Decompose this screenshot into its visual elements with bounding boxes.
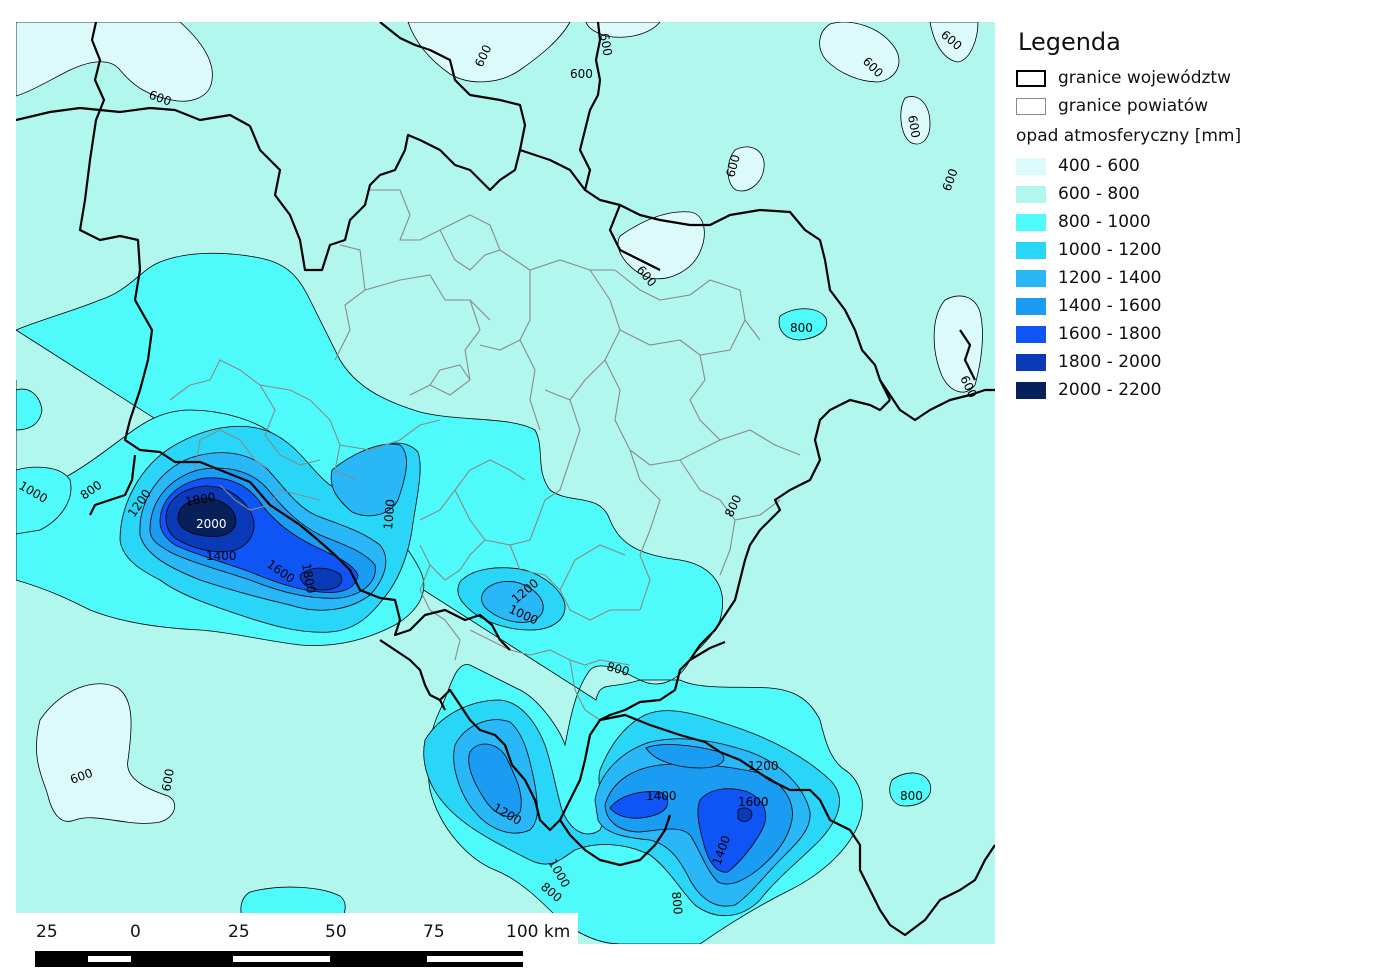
- legend-precip-heading: opad atmosferyczny [mm]: [1016, 126, 1242, 146]
- legend: Legenda granice województw granice powia…: [1016, 28, 1376, 404]
- contour-label: 800: [605, 659, 631, 678]
- contour-label: 1800: [299, 562, 318, 595]
- contour-label: 1000: [381, 499, 398, 531]
- legend-class-label: 800 - 1000: [1058, 212, 1151, 232]
- contour-label: 1600: [738, 795, 769, 809]
- voivodeship-border-swatch: [1016, 69, 1046, 87]
- precip-zone-400-600: [16, 22, 983, 824]
- contour-label: 800: [669, 891, 685, 915]
- legend-class-swatch: [1016, 325, 1046, 343]
- contour-label: 1200: [748, 759, 779, 773]
- contour-label: 1800: [184, 490, 217, 509]
- contour-label: 600: [723, 153, 742, 179]
- legend-class-swatch: [1016, 157, 1046, 175]
- county-borders: [169, 189, 801, 721]
- scale-tick-label: 25: [228, 922, 250, 942]
- county-border-swatch: [1016, 97, 1046, 115]
- legend-class-label: 600 - 800: [1058, 184, 1140, 204]
- legend-label: granice województw: [1058, 68, 1231, 88]
- legend-class-label: 1000 - 1200: [1058, 240, 1162, 260]
- legend-class-label: 1800 - 2000: [1058, 352, 1162, 372]
- voivodeship-borders: [16, 22, 995, 937]
- scale-bar-graphic: [35, 951, 523, 967]
- legend-class-label: 400 - 600: [1058, 156, 1140, 176]
- contour-label: 800: [790, 321, 813, 335]
- legend-class-label: 1600 - 1800: [1058, 324, 1162, 344]
- legend-class-label: 1400 - 1600: [1058, 296, 1162, 316]
- scale-bar: 25 0 25 50 75 100 km: [16, 913, 578, 973]
- legend-class-row: 400 - 600: [1016, 152, 1376, 180]
- legend-class-swatch: [1016, 297, 1046, 315]
- legend-label: granice powiatów: [1058, 96, 1209, 116]
- legend-class-swatch: [1016, 241, 1046, 259]
- legend-class-row: 1600 - 1800: [1016, 320, 1376, 348]
- contour-label: 600: [570, 67, 593, 81]
- scale-tick-label: 100 km: [506, 922, 571, 942]
- legend-class-row: 1200 - 1400: [1016, 264, 1376, 292]
- legend-class-swatch: [1016, 185, 1046, 203]
- legend-class-row: 800 - 1000: [1016, 208, 1376, 236]
- contour-label: 1400: [646, 789, 677, 803]
- contour-label: 600: [905, 114, 923, 139]
- legend-class-swatch: [1016, 213, 1046, 231]
- precip-zone-2000-2200: [177, 497, 237, 537]
- legend-class-row: 1800 - 2000: [1016, 348, 1376, 376]
- scale-tick-label: 25: [36, 922, 58, 942]
- legend-class-label: 1200 - 1400: [1058, 268, 1162, 288]
- contour-label: 1400: [206, 549, 237, 563]
- legend-class-label: 2000 - 2200: [1058, 380, 1162, 400]
- legend-classes: 400 - 600 600 - 800 800 - 1000 1000 - 1200 1…: [1016, 152, 1376, 404]
- contour-label: 600: [597, 32, 615, 57]
- legend-class-swatch: [1016, 381, 1046, 399]
- scale-tick-label: 75: [423, 922, 445, 942]
- legend-class-row: 1000 - 1200: [1016, 236, 1376, 264]
- contour-label: 2000: [196, 517, 227, 531]
- legend-class-swatch: [1016, 353, 1046, 371]
- legend-class-row: 600 - 800: [1016, 180, 1376, 208]
- legend-class-row: 2000 - 2200: [1016, 376, 1376, 404]
- legend-county-borders: granice powiatów: [1016, 92, 1376, 120]
- scale-tick-label: 50: [325, 922, 347, 942]
- legend-class-row: 1400 - 1600: [1016, 292, 1376, 320]
- contour-label: 800: [900, 789, 923, 803]
- legend-class-swatch: [1016, 269, 1046, 287]
- legend-title: Legenda: [1018, 28, 1121, 56]
- legend-voivodeship-borders: granice województw: [1016, 64, 1376, 92]
- contour-label: 600: [159, 768, 177, 793]
- scale-tick-label: 0: [130, 922, 141, 942]
